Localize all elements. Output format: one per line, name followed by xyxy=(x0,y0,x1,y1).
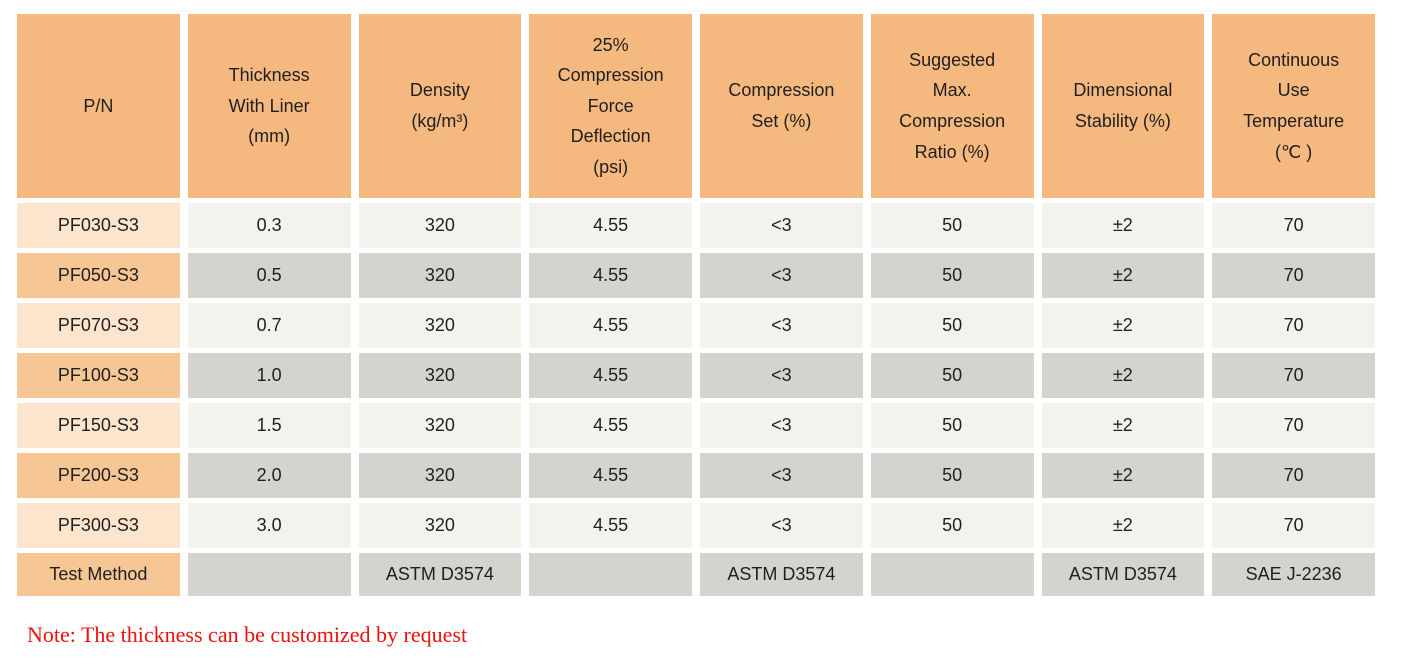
density-cell: 320 xyxy=(358,453,522,498)
test-method-density-cell: ASTM D3574 xyxy=(358,553,522,596)
cfd-cell: 4.55 xyxy=(529,353,692,398)
continuous-use-temp-cell: 70 xyxy=(1212,253,1375,298)
pn-cell: PF200-S3 xyxy=(17,453,180,498)
test-method-dimensional-stability-cell: ASTM D3574 xyxy=(1041,553,1205,596)
header-cell-compression-force-deflection: 25% Compression Force Deflection (psi) xyxy=(529,14,692,198)
pn-cell: PF030-S3 xyxy=(17,203,180,248)
cfd-cell: 4.55 xyxy=(529,453,692,498)
max-compression-ratio-cell: 50 xyxy=(870,303,1034,348)
note-text: Note: The thickness can be customized by… xyxy=(27,622,468,647)
compression-set-cell: <3 xyxy=(700,453,863,498)
max-compression-ratio-cell: 50 xyxy=(870,203,1034,248)
header-cell-thickness: Thickness With Liner (mm) xyxy=(187,14,351,198)
thickness-cell: 1.0 xyxy=(187,353,351,398)
pn-cell: PF150-S3 xyxy=(17,403,180,448)
test-method-thickness-cell xyxy=(187,553,351,596)
test-method-continuous-use-temp-cell: SAE J-2236 xyxy=(1212,553,1375,596)
compression-set-cell: <3 xyxy=(700,353,863,398)
max-compression-ratio-cell: 50 xyxy=(870,503,1034,548)
header-cell-density: Density (kg/m³) xyxy=(358,14,522,198)
density-cell: 320 xyxy=(358,253,522,298)
cfd-cell: 4.55 xyxy=(529,203,692,248)
header-cell-dimensional-stability: Dimensional Stability (%) xyxy=(1041,14,1205,198)
test-method-label-cell: Test Method xyxy=(17,553,180,596)
density-cell: 320 xyxy=(358,403,522,448)
cfd-cell: 4.55 xyxy=(529,503,692,548)
cfd-cell: 4.55 xyxy=(529,253,692,298)
density-cell: 320 xyxy=(358,503,522,548)
pn-cell: PF050-S3 xyxy=(17,253,180,298)
test-method-max-compression-ratio-cell xyxy=(870,553,1034,596)
dimensional-stability-cell: ±2 xyxy=(1041,453,1205,498)
cfd-cell: 4.55 xyxy=(529,403,692,448)
continuous-use-temp-cell: 70 xyxy=(1212,203,1375,248)
continuous-use-temp-cell: 70 xyxy=(1212,353,1375,398)
density-cell: 320 xyxy=(358,303,522,348)
header-cell-compression-set: Compression Set (%) xyxy=(700,14,863,198)
compression-set-cell: <3 xyxy=(700,503,863,548)
thickness-cell: 0.3 xyxy=(187,203,351,248)
pn-cell: PF300-S3 xyxy=(17,503,180,548)
spec-table: P/N Thickness With Liner (mm) Density (k… xyxy=(17,14,1375,596)
test-method-cfd-cell xyxy=(529,553,692,596)
thickness-cell: 2.0 xyxy=(187,453,351,498)
cfd-cell: 4.55 xyxy=(529,303,692,348)
continuous-use-temp-cell: 70 xyxy=(1212,503,1375,548)
dimensional-stability-cell: ±2 xyxy=(1041,503,1205,548)
dimensional-stability-cell: ±2 xyxy=(1041,403,1205,448)
pn-cell: PF100-S3 xyxy=(17,353,180,398)
density-cell: 320 xyxy=(358,203,522,248)
continuous-use-temp-cell: 70 xyxy=(1212,453,1375,498)
density-cell: 320 xyxy=(358,353,522,398)
compression-set-cell: <3 xyxy=(700,303,863,348)
header-cell-max-compression-ratio: Suggested Max. Compression Ratio (%) xyxy=(870,14,1034,198)
header-cell-pn: P/N xyxy=(17,14,180,198)
compression-set-cell: <3 xyxy=(700,203,863,248)
continuous-use-temp-cell: 70 xyxy=(1212,303,1375,348)
max-compression-ratio-cell: 50 xyxy=(870,403,1034,448)
thickness-cell: 3.0 xyxy=(187,503,351,548)
max-compression-ratio-cell: 50 xyxy=(870,253,1034,298)
compression-set-cell: <3 xyxy=(700,403,863,448)
thickness-cell: 1.5 xyxy=(187,403,351,448)
max-compression-ratio-cell: 50 xyxy=(870,353,1034,398)
dimensional-stability-cell: ±2 xyxy=(1041,203,1205,248)
compression-set-cell: <3 xyxy=(700,253,863,298)
test-method-compression-set-cell: ASTM D3574 xyxy=(700,553,863,596)
thickness-cell: 0.5 xyxy=(187,253,351,298)
continuous-use-temp-cell: 70 xyxy=(1212,403,1375,448)
dimensional-stability-cell: ±2 xyxy=(1041,303,1205,348)
pn-cell: PF070-S3 xyxy=(17,303,180,348)
max-compression-ratio-cell: 50 xyxy=(870,453,1034,498)
header-cell-continuous-use-temperature: Continuous Use Temperature (℃ ) xyxy=(1212,14,1375,198)
dimensional-stability-cell: ±2 xyxy=(1041,253,1205,298)
dimensional-stability-cell: ±2 xyxy=(1041,353,1205,398)
thickness-cell: 0.7 xyxy=(187,303,351,348)
